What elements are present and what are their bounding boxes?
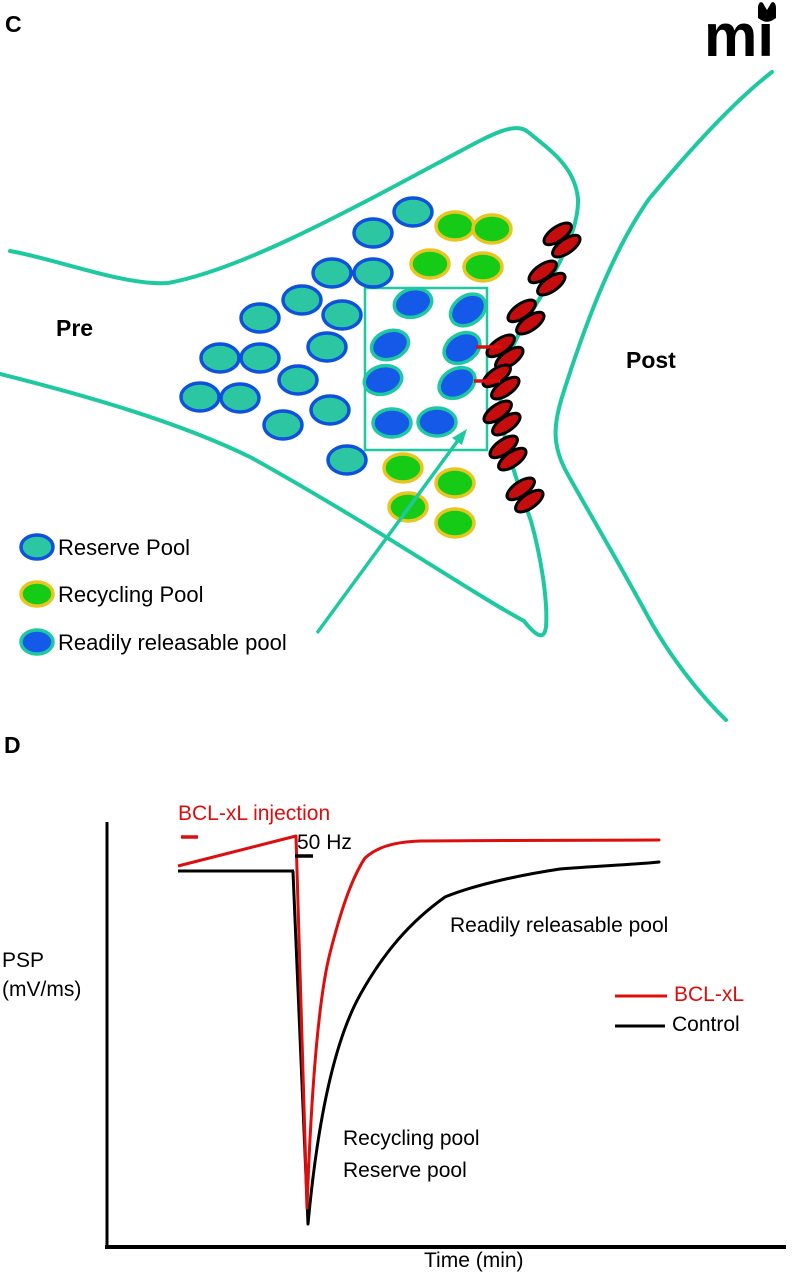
post-terminal-outline <box>553 70 774 722</box>
legend-label-bclxl: BCL-xL <box>674 983 745 1006</box>
readily-releasable-pool-vesicle <box>437 365 477 401</box>
control-trace <box>291 860 661 1226</box>
receptor-icon <box>497 446 528 472</box>
stim-50hz-annotation: 50 Hz <box>297 831 352 854</box>
rrp-arrow-shaft <box>315 437 461 635</box>
bclxl-injection-ramp <box>177 834 297 868</box>
readily-releasable-pool-vesicle <box>448 292 488 328</box>
recycling-trace-annotation: Recycling pool <box>343 1127 480 1150</box>
recycling-pool-vesicle <box>434 507 476 539</box>
reserve-pool-vesicle <box>277 364 319 396</box>
readily-releasable-pool-vesicle <box>371 407 413 439</box>
readily-releasable-pool-vesicle <box>416 406 458 438</box>
reserve-pool-vesicle <box>199 342 241 374</box>
receptor-icon <box>490 375 521 401</box>
reserve-pool-vesicle <box>262 409 304 441</box>
readily-releasable-pool-vesicle <box>362 363 404 397</box>
legend-label-recycling-pool: Recycling Pool <box>58 582 204 607</box>
readily-releasable-pool-vesicle <box>392 286 434 320</box>
rrp-box <box>363 286 489 452</box>
receptor-icon <box>514 488 545 514</box>
reserve-pool-vesicle <box>352 257 394 289</box>
receptor-icon <box>536 271 567 297</box>
reserve-trace-annotation: Reserve pool <box>343 1159 467 1182</box>
legend-label-control: Control <box>672 1013 740 1036</box>
bclxl-trace <box>294 834 661 1210</box>
journal-logo: mi <box>704 2 776 69</box>
recycling-pool-vesicle <box>471 213 513 245</box>
receptor-icon <box>491 411 522 437</box>
rrp-trace-annotation: Readily releasable pool <box>450 914 669 937</box>
bclxl-injection-annotation: BCL-xL injection <box>178 802 331 825</box>
reserve-pool-vesicle <box>239 342 281 374</box>
reserve-pool-vesicle <box>326 444 368 476</box>
reserve-pool-vesicle <box>309 394 351 426</box>
recycling-pool-vesicle <box>434 467 476 499</box>
pre-label: Pre <box>56 315 94 341</box>
receptor-icon <box>551 233 582 259</box>
reserve-pool-vesicle <box>179 381 221 413</box>
panel-c-label: C <box>5 11 22 37</box>
legend-label-readily-releasable-pool: Readily releasable pool <box>58 630 287 655</box>
rrp-arrow-head <box>452 429 467 445</box>
reserve-pool-vesicle <box>306 331 348 363</box>
legend-swatch-1 <box>19 580 55 608</box>
x-axis-label: Time (min) <box>424 1249 524 1272</box>
recycling-pool-vesicle <box>409 248 451 280</box>
receptor-icon <box>515 310 546 336</box>
legend-swatch-2 <box>19 628 55 656</box>
reserve-pool-vesicle <box>352 217 394 249</box>
reserve-pool-vesicle <box>321 299 363 331</box>
recycling-pool-vesicle <box>462 251 504 283</box>
post-label: Post <box>626 347 676 373</box>
reserve-pool-vesicle <box>311 257 353 289</box>
y-axis-label-line1: PSP <box>2 949 45 972</box>
y-axis-label-line2: (mV/ms) <box>2 978 82 1001</box>
reserve-pool-vesicle <box>392 196 434 228</box>
logo-crown-icon <box>758 2 776 22</box>
readily-releasable-pool-vesicle <box>369 328 411 362</box>
recycling-pool-vesicle <box>382 452 424 484</box>
reserve-pool-vesicle <box>239 302 281 334</box>
reserve-pool-vesicle <box>281 284 323 316</box>
readily-releasable-pool-vesicle <box>442 330 482 366</box>
panel-d-label: D <box>4 732 21 758</box>
recycling-pool-vesicle <box>434 210 476 242</box>
reserve-pool-vesicle <box>219 382 261 414</box>
legend-label-reserve-pool: Reserve Pool <box>58 535 191 560</box>
legend-swatch-0 <box>19 533 55 561</box>
